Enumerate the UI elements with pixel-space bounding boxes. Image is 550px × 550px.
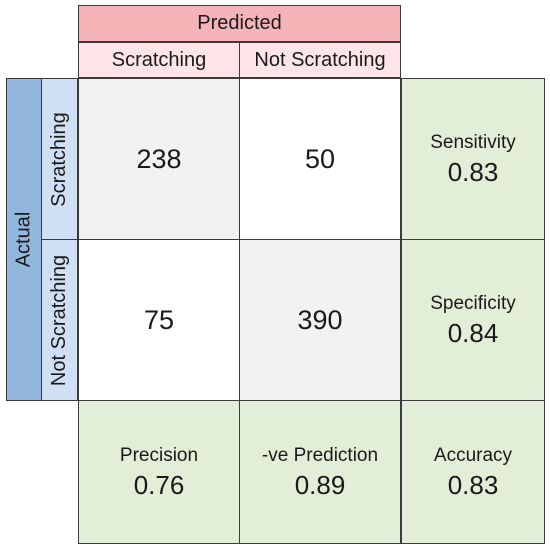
true-positive-cell: 238: [78, 78, 240, 240]
sensitivity-label: Sensitivity: [430, 131, 516, 153]
false-negative-value: 50: [304, 143, 336, 174]
actual-label: Actual: [12, 211, 35, 268]
accuracy-label: Accuracy: [433, 444, 513, 466]
neg-prediction-value: 0.89: [294, 469, 346, 500]
neg-prediction-cell: -ve Prediction 0.89: [239, 400, 401, 544]
specificity-value: 0.84: [447, 317, 499, 348]
true-positive-value: 238: [136, 143, 182, 174]
sensitivity-value: 0.83: [447, 156, 499, 187]
false-negative-cell: 50: [239, 78, 401, 240]
sensitivity-cell: Sensitivity 0.83: [401, 78, 545, 240]
precision-label: Precision: [119, 444, 199, 466]
predicted-col-not-scratching: Not Scratching: [239, 42, 401, 78]
true-negative-cell: 390: [239, 239, 401, 401]
actual-row-not-scratching: Not Scratching: [41, 239, 78, 401]
accuracy-value: 0.83: [447, 469, 499, 500]
false-positive-cell: 75: [78, 239, 240, 401]
precision-cell: Precision 0.76: [78, 400, 240, 544]
true-negative-value: 390: [297, 304, 343, 335]
neg-prediction-label: -ve Prediction: [261, 444, 379, 466]
precision-value: 0.76: [133, 469, 185, 500]
predicted-col-label: Not Scratching: [254, 48, 386, 71]
actual-row-scratching: Scratching: [41, 78, 78, 240]
predicted-label: Predicted: [197, 12, 282, 34]
actual-row-label: Not Scratching: [48, 254, 71, 386]
specificity-cell: Specificity 0.84: [401, 239, 545, 401]
actual-row-label: Scratching: [48, 111, 70, 207]
predicted-header: Predicted: [78, 5, 401, 42]
false-positive-value: 75: [143, 304, 175, 335]
specificity-label: Specificity: [430, 292, 516, 314]
predicted-col-label: Scratching: [111, 48, 207, 71]
predicted-col-scratching: Scratching: [78, 42, 240, 78]
actual-header: Actual: [6, 78, 42, 401]
accuracy-cell: Accuracy 0.83: [401, 400, 545, 544]
